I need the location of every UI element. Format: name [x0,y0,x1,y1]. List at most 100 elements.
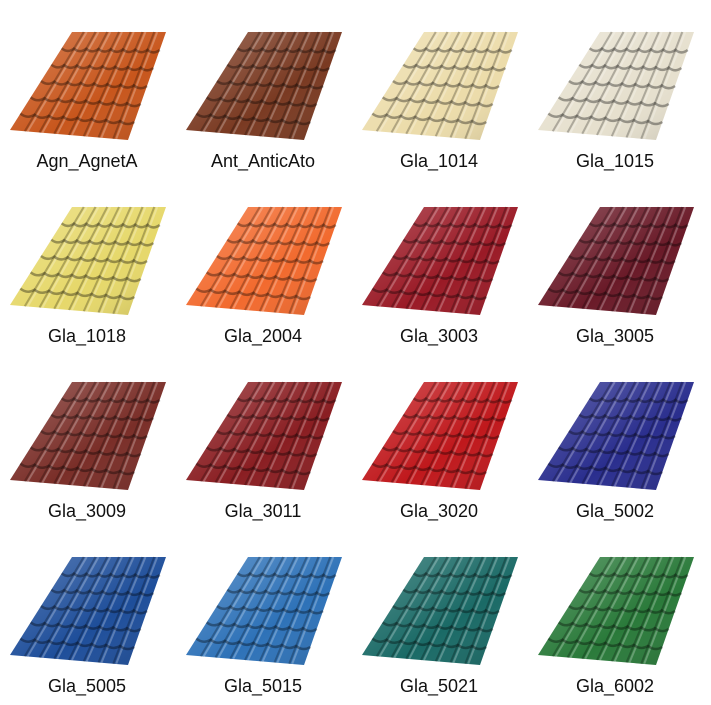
tile-ridge [390,31,449,133]
tile-step [412,46,513,54]
tile-ridge-highlight [599,381,651,486]
tile-step [557,96,670,108]
tile-ridge [640,206,684,315]
tile-ridge-highlight [217,206,276,308]
tile-ridge [375,31,437,132]
tile-ridge [288,31,332,140]
tile-step [40,429,148,440]
tile-ridge-highlight [628,381,675,488]
tile-ridge [375,381,437,482]
tile-step [29,446,142,458]
tile-step [588,396,689,404]
tile-step [412,396,513,404]
tile-ridge-highlight [261,206,311,312]
tile-ridge-highlight [85,556,135,662]
tile-ridge [288,556,332,665]
roof-tile-swatch [538,381,694,490]
tile-ridge [375,556,437,657]
tile-step [236,571,337,579]
swatch-label: Gla_6002 [576,676,654,697]
tile-shine [538,207,694,315]
tile-ridge [434,381,484,487]
roof-tile-swatch [538,31,694,140]
tile-ridge-highlight [276,381,323,488]
tile-ridge [258,556,308,662]
tile-ridge-highlight [41,381,100,483]
swatch-label: Gla_1014 [400,151,478,172]
swatch-label: Gla_3009 [48,501,126,522]
tile-ridge [596,31,648,136]
tile-ridge-highlight [393,381,452,483]
tile-step [568,79,676,90]
tile-step [60,221,161,229]
tile-ridge [405,206,461,310]
tile-ridge-highlight [423,556,475,661]
tile-ridge [214,381,273,483]
tile-ridge [53,206,109,310]
tile-ridge [566,381,625,483]
tile-step [371,462,487,476]
tile-ridge [640,556,684,665]
tile-step [402,63,507,72]
tile-ridge-highlight [584,556,640,660]
tile-ridge [405,381,461,485]
tile-ridge [53,31,109,135]
tile-ridge-highlight [261,556,311,662]
tile-shine [10,557,166,665]
tile-ridge [199,381,261,482]
tile-shine [186,32,342,140]
tile-ridge-highlight [100,206,147,313]
tile-ridge [581,381,637,485]
tile-ridge-highlight [423,206,475,311]
tile-ridge [420,556,472,661]
tile-step [205,621,318,633]
tile-ridge [53,556,109,660]
tile-ridge [420,206,472,311]
tile-ridge-highlight [554,556,616,657]
tile-ridge-highlight [115,206,159,315]
tile-ridge [244,31,296,136]
tile-step [195,462,311,476]
swatch-label: Gla_1018 [48,326,126,347]
tile-shine [362,32,518,140]
tile-ridge-highlight [247,206,299,311]
roof-tile-swatch [10,556,166,665]
tile-step [216,429,324,440]
tile-ridge-highlight [56,206,112,310]
tile-ridge [581,31,637,135]
tile-ridge-highlight [569,206,628,308]
tile-ridge-highlight [452,381,499,488]
tile-step [19,637,135,651]
tile-ridge-highlight [584,206,640,310]
tile-step [412,571,513,579]
tile-step [50,238,155,247]
tile-ridge-highlight [232,206,288,310]
tile-ridge [38,206,97,308]
roof-tile-swatch [10,31,166,140]
tile-ridge-highlight [71,556,123,661]
tile-step [40,79,148,90]
tile-ridge [610,31,660,137]
swatch-label: Gla_1015 [576,151,654,172]
roof-tile-swatch [186,31,342,140]
tile-ridge-highlight [115,381,159,490]
tile-ridge [434,31,484,137]
tile-shine [186,207,342,315]
tile-ridge [405,31,461,135]
tile-ridge-highlight [276,31,323,138]
tile-step [29,96,142,108]
tile-ridge [596,556,648,661]
tile-step [392,429,500,440]
tile-ridge-highlight [41,31,100,133]
tile-ridge-highlight [232,556,288,660]
tile-step [226,63,331,72]
tile-ridge-highlight [71,206,123,311]
tile-step [371,112,487,126]
tile-ridge [405,556,461,660]
tile-ridge-highlight [378,556,440,657]
tile-ridge-highlight [85,381,135,487]
tile-ridge [38,31,97,133]
tile-ridge-highlight [247,381,299,486]
roof-tile-swatch [362,381,518,490]
tile-ridge [97,556,144,663]
